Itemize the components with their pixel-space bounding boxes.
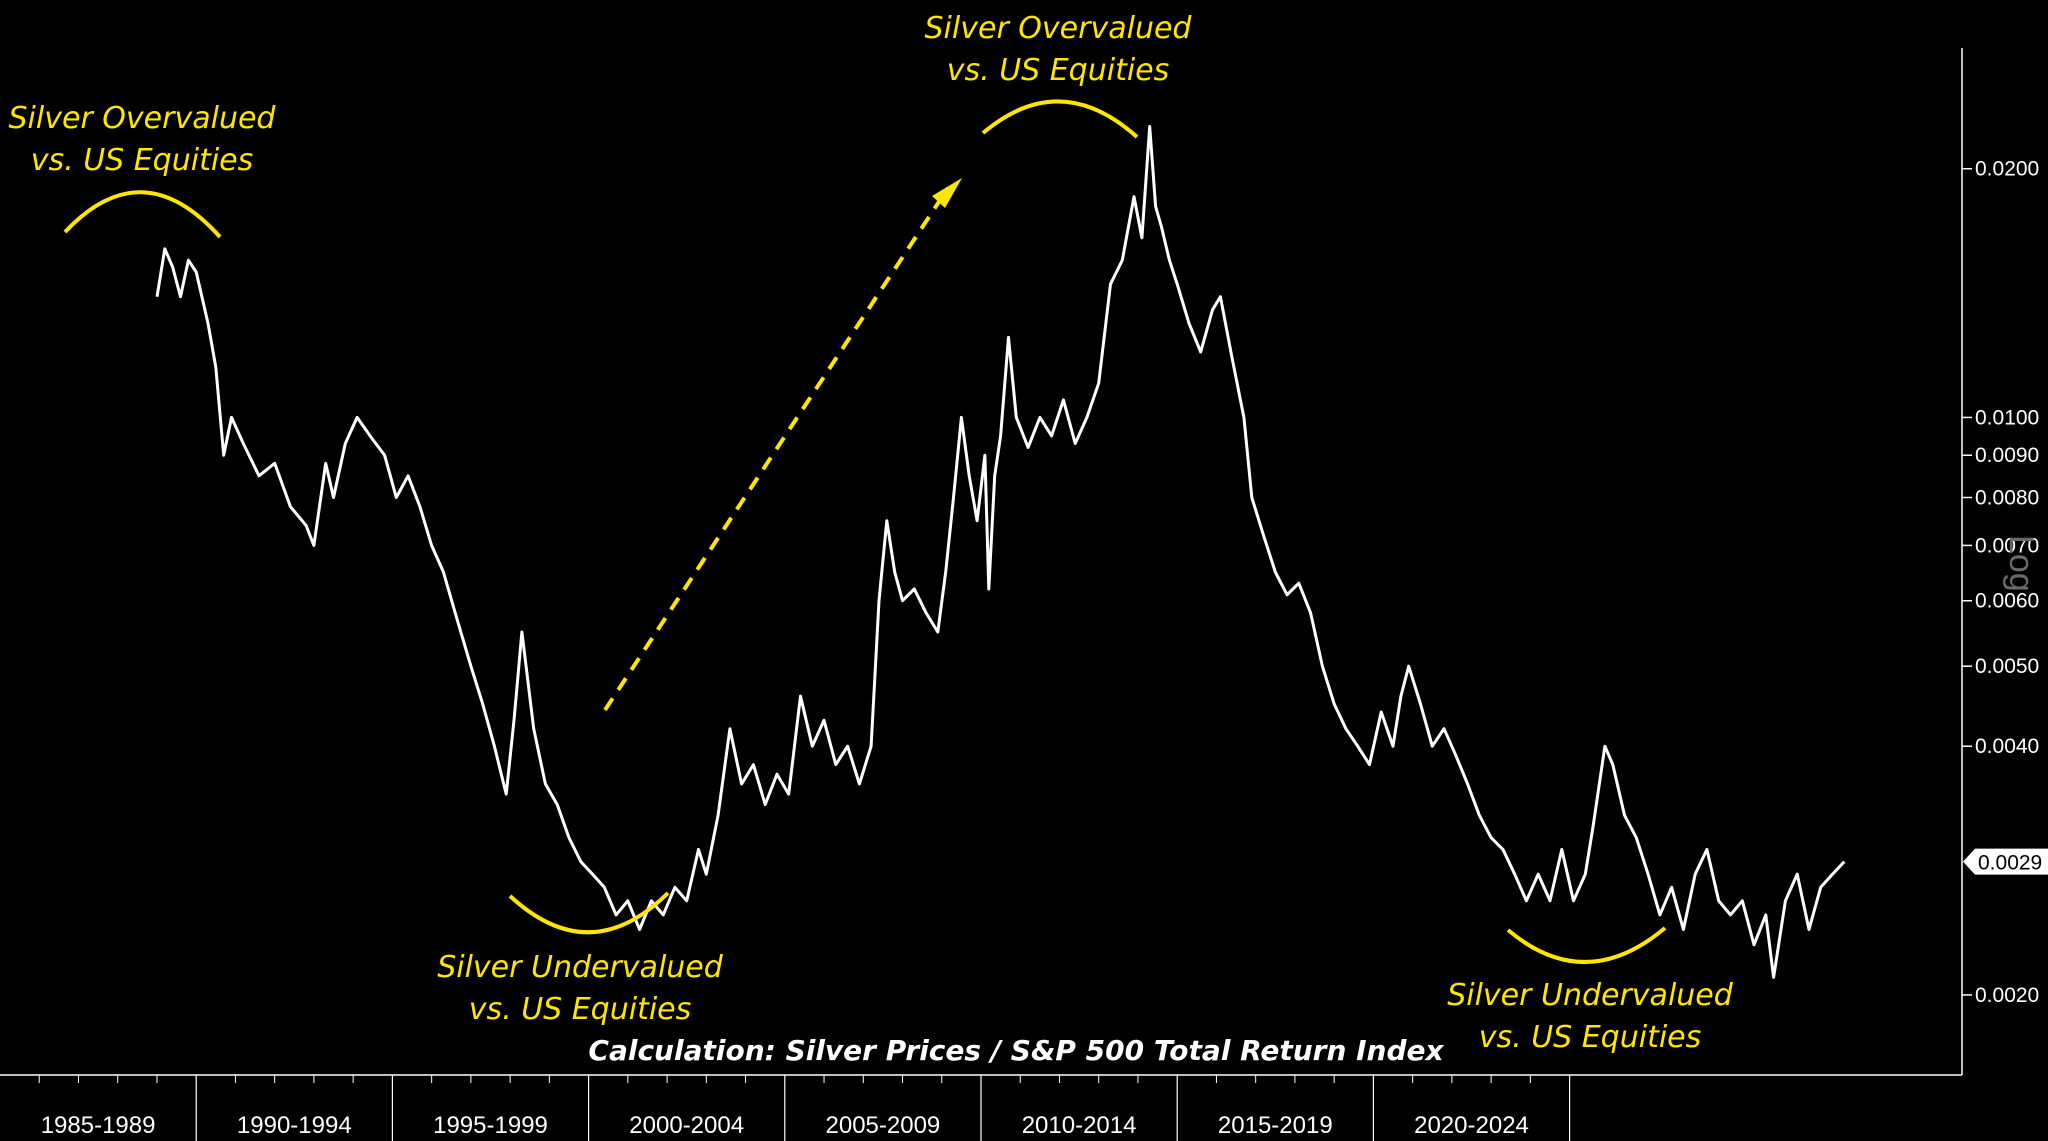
x-tick-label: 1995-1999 [433,1112,548,1139]
x-axis-ticks: 1985-1989 1990-1994 1995-1999 2000-2004 2005… [38,1075,1571,1141]
annotation-top-peak-line2: vs. US Equities [947,53,1170,88]
annotation-top-peak-line1: Silver Overvalued [925,11,1193,46]
x-tick-label: 1985-1989 [41,1112,156,1139]
annotation-left-peak-line1: Silver Overvalued [9,101,277,136]
y-tick-label: 0.0050 [1975,655,2039,678]
annotation-left-trough-line2: vs. US Equities [469,992,692,1027]
y-tick-label: 0.0020 [1975,984,2039,1007]
y-tick-label: 0.0040 [1975,735,2039,758]
trend-arrow-shaft [603,186,950,712]
y-tick-label: 0.0070 [1975,534,2039,557]
x-tick-label: 2010-2014 [1022,1112,1137,1139]
y-axis-label: Log [2002,535,2040,592]
arc-top-peak [981,99,1139,139]
annotation-left-peak-line2: vs. US Equities [31,143,254,178]
annotation-top-peak: Silver Overvalued vs. US Equities [925,11,1193,88]
trend-arrow-head [932,178,962,208]
annotation-right-trough-line2: vs. US Equities [1479,1020,1702,1055]
annotation-left-peak: Silver Overvalued vs. US Equities [9,101,277,178]
x-tick-label: 2000-2004 [629,1112,744,1139]
arc-left-peak [63,190,222,239]
annotation-right-trough-line1: Silver Undervalued [1447,978,1734,1013]
y-tick-label: 0.0080 [1975,487,2039,510]
x-tick-label: 2005-2009 [826,1112,941,1139]
last-value-badge: 0.0029 [1963,848,2048,875]
last-value-badge-shape [1963,848,2048,875]
annotation-left-trough: Silver Undervalued vs. US Equities [437,950,724,1027]
x-tick-label: 1990-1994 [237,1112,352,1139]
arc-right-trough [1506,926,1667,964]
annotation-right-trough: Silver Undervalued vs. US Equities [1447,978,1734,1055]
trend-arrow [603,178,962,712]
annotation-left-trough-line1: Silver Undervalued [437,950,724,985]
y-tick-label: 0.0100 [1975,406,2039,429]
x-tick-label: 2015-2019 [1218,1112,1333,1139]
calculation-note: Calculation: Silver Prices / S&P 500 Tot… [588,1034,1444,1067]
x-tick-label: 2020-2024 [1414,1112,1529,1139]
last-value-label: 0.0029 [1978,852,2042,875]
series-line [155,125,1846,979]
y-tick-label: 0.0060 [1975,590,2039,613]
y-tick-label: 0.0200 [1975,158,2039,181]
y-tick-label: 0.0090 [1975,444,2039,467]
arc-left-trough [508,891,670,935]
y-axis-ticks: 0.0200 0.0100 0.0090 0.0080 0.0070 0.0060 0.00… [1962,158,2039,1007]
